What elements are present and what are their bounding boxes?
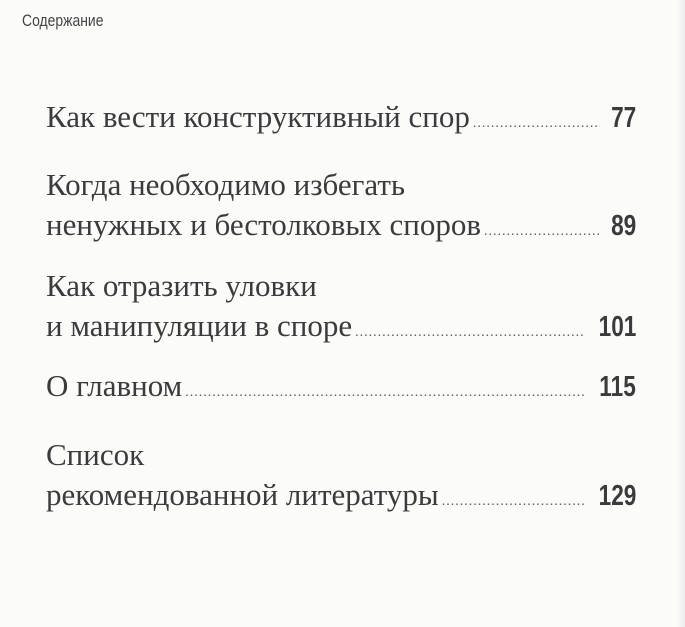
entry-title-line: Список	[46, 437, 145, 472]
dot-leader	[442, 482, 584, 522]
page-edge-shadow	[677, 0, 685, 627]
dot-leader	[355, 313, 583, 353]
dot-leader	[473, 104, 600, 144]
toc-entry[interactable]: О главном 115	[46, 366, 636, 413]
page-number: 115	[599, 371, 636, 403]
toc-entry[interactable]: Когда необходимо избегать ненужных и бес…	[46, 165, 636, 252]
page-number: 129	[598, 480, 636, 512]
toc-entry[interactable]: Список рекомендованной литературы 129	[46, 435, 636, 522]
section-title: Содержание	[22, 11, 104, 30]
page-number: 77	[610, 102, 636, 134]
dot-leader	[484, 212, 600, 252]
toc-entry[interactable]: Как отразить уловки и манипуляции в спор…	[46, 266, 636, 353]
dot-leader	[185, 373, 585, 413]
toc-entry[interactable]: Как вести конструктивный спор 77	[46, 97, 636, 144]
page-number: 89	[610, 210, 636, 242]
entry-title-line: Как отразить уловки	[46, 268, 317, 303]
entry-title: Как вести конструктивный спор	[46, 99, 470, 134]
page-number: 101	[598, 311, 636, 343]
entry-title: ненужных и бестолковых споров	[46, 207, 481, 242]
entry-title: рекомендованной литературы	[46, 477, 439, 512]
entry-title: О главном	[46, 368, 183, 403]
entry-title: и манипуляции в споре	[46, 308, 353, 343]
entry-title-line: Когда необходимо избегать	[46, 167, 405, 202]
